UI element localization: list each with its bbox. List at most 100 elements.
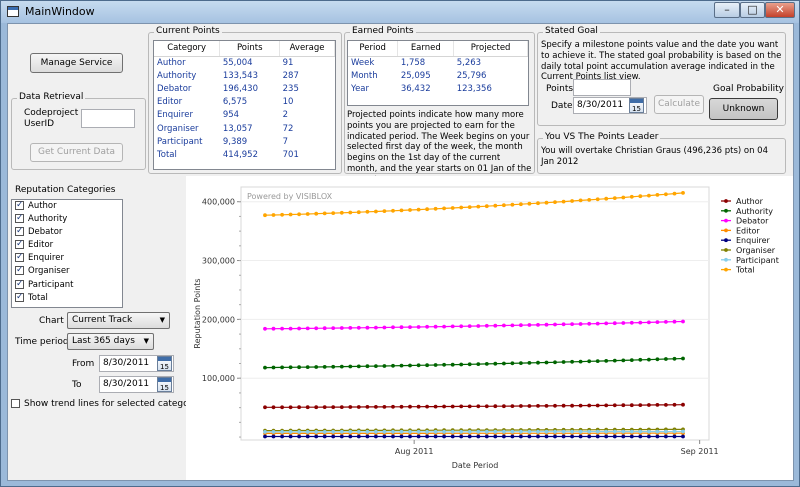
category-item-author[interactable]: Author	[12, 199, 122, 213]
average-cell: 701	[282, 149, 299, 160]
data-point	[647, 193, 651, 198]
data-point	[561, 322, 566, 327]
goal-points-input[interactable]	[573, 79, 631, 96]
data-point	[578, 322, 583, 326]
category-checkbox[interactable]	[15, 212, 24, 225]
table-row[interactable]: Week 1,758 5,263	[348, 56, 528, 69]
table-row[interactable]: Author 55,004 91	[154, 56, 335, 69]
time-period-select-value: Last 365 days	[72, 336, 135, 346]
legend-label: Enquirer	[736, 236, 771, 245]
table-row[interactable]: Participant 9,389 7	[154, 135, 335, 148]
category-cell: Editor	[157, 97, 183, 108]
category-item-debator[interactable]: Debator	[12, 225, 122, 239]
trend-lines-checkbox[interactable]	[11, 399, 20, 408]
table-row[interactable]: Month 25,095 25,796	[348, 69, 528, 82]
table-row[interactable]: Organiser 13,057 72	[154, 122, 335, 135]
data-point	[476, 404, 481, 409]
points-cell: 196,430	[222, 83, 258, 94]
period-cell: Month	[351, 70, 378, 81]
category-cell: Debator	[157, 83, 192, 94]
chart-select[interactable]: Current Track ▼	[67, 312, 170, 329]
category-checkbox[interactable]	[15, 199, 24, 212]
from-date-value: 8/30/2011	[103, 358, 150, 368]
to-calendar-icon[interactable]: 15	[157, 377, 172, 392]
earned-points-title: Earned Points	[350, 26, 416, 36]
points-cell: 13,057	[222, 123, 253, 134]
earned-cell: 25,095	[400, 70, 431, 81]
minimize-button[interactable]: –	[714, 2, 740, 18]
data-point	[280, 405, 284, 410]
category-label: Participant	[28, 279, 74, 290]
maximize-button[interactable]: □	[740, 2, 765, 18]
column-header: Average	[279, 41, 335, 57]
data-point	[664, 357, 668, 361]
goal-date-input[interactable]: 8/30/2011	[573, 97, 647, 114]
table-row[interactable]: Enquirer 954 2	[154, 109, 335, 122]
data-point	[288, 365, 293, 370]
userid-input[interactable]	[81, 109, 135, 128]
category-checkbox[interactable]	[15, 238, 24, 251]
category-item-editor[interactable]: Editor	[12, 238, 122, 252]
trend-lines-option[interactable]: Show trend lines for selected categories	[11, 399, 205, 409]
category-item-enquirer[interactable]: Enquirer	[12, 251, 122, 265]
data-point	[672, 429, 677, 434]
data-point	[408, 208, 412, 212]
title-bar: MainWindow – □ ✕	[1, 1, 799, 23]
data-point	[587, 434, 592, 439]
calculate-button[interactable]: Calculate	[654, 95, 704, 114]
category-item-authority[interactable]: Authority	[12, 212, 122, 226]
category-checkbox[interactable]	[15, 251, 24, 264]
data-point	[408, 363, 412, 368]
table-row[interactable]: Authority 133,543 287	[154, 69, 335, 82]
category-cell: Enquirer	[157, 110, 193, 121]
data-point	[374, 364, 378, 368]
trend-lines-label: Show trend lines for selected categories	[24, 399, 206, 409]
manage-service-button[interactable]: Manage Service	[30, 53, 123, 73]
data-point	[374, 434, 378, 439]
table-row[interactable]: Editor 6,575 10	[154, 96, 335, 109]
data-point	[621, 195, 626, 200]
category-checkbox[interactable]	[15, 291, 24, 304]
data-point	[391, 325, 395, 330]
time-period-select[interactable]: Last 365 days ▼	[67, 333, 154, 350]
data-point	[595, 434, 600, 439]
category-checkbox[interactable]	[15, 225, 24, 238]
earned-cell: 36,432	[400, 83, 431, 94]
data-point	[356, 364, 361, 369]
get-current-data-button[interactable]: Get Current Data	[30, 143, 123, 162]
data-point	[553, 434, 557, 439]
category-item-total[interactable]: Total	[12, 291, 122, 305]
data-point	[664, 320, 668, 324]
goal-date-calendar-icon[interactable]: 15	[629, 98, 644, 113]
category-item-participant[interactable]: Participant	[12, 278, 122, 292]
category-checkbox[interactable]	[15, 264, 24, 277]
data-point	[612, 196, 617, 200]
from-date-input[interactable]: 8/30/2011	[99, 355, 174, 372]
from-calendar-icon[interactable]: 15	[157, 356, 172, 371]
legend-label: Participant	[736, 256, 779, 265]
table-row[interactable]: Total 414,952 701	[154, 148, 335, 161]
chevron-down-icon: ▼	[143, 337, 149, 345]
data-point	[484, 404, 489, 409]
category-item-organiser[interactable]: Organiser	[12, 264, 122, 278]
data-point	[655, 357, 660, 362]
data-point	[263, 213, 267, 218]
close-button[interactable]: ✕	[765, 2, 795, 18]
data-point	[374, 325, 378, 330]
to-date-input[interactable]: 8/30/2011	[99, 376, 174, 393]
data-point	[553, 429, 557, 434]
category-checkbox[interactable]	[15, 278, 24, 291]
data-point	[561, 434, 566, 439]
data-point	[510, 323, 515, 328]
data-point	[527, 323, 532, 327]
data-point	[510, 361, 515, 366]
data-point	[587, 198, 592, 202]
table-row[interactable]: Year 36,432 123,356	[348, 82, 528, 95]
table-row[interactable]: Debator 196,430 235	[154, 82, 335, 95]
data-point	[655, 429, 660, 434]
category-cell: Author	[157, 57, 186, 68]
data-point	[314, 430, 319, 434]
average-cell: 235	[282, 83, 299, 94]
data-point	[433, 429, 438, 434]
data-point	[416, 404, 421, 409]
